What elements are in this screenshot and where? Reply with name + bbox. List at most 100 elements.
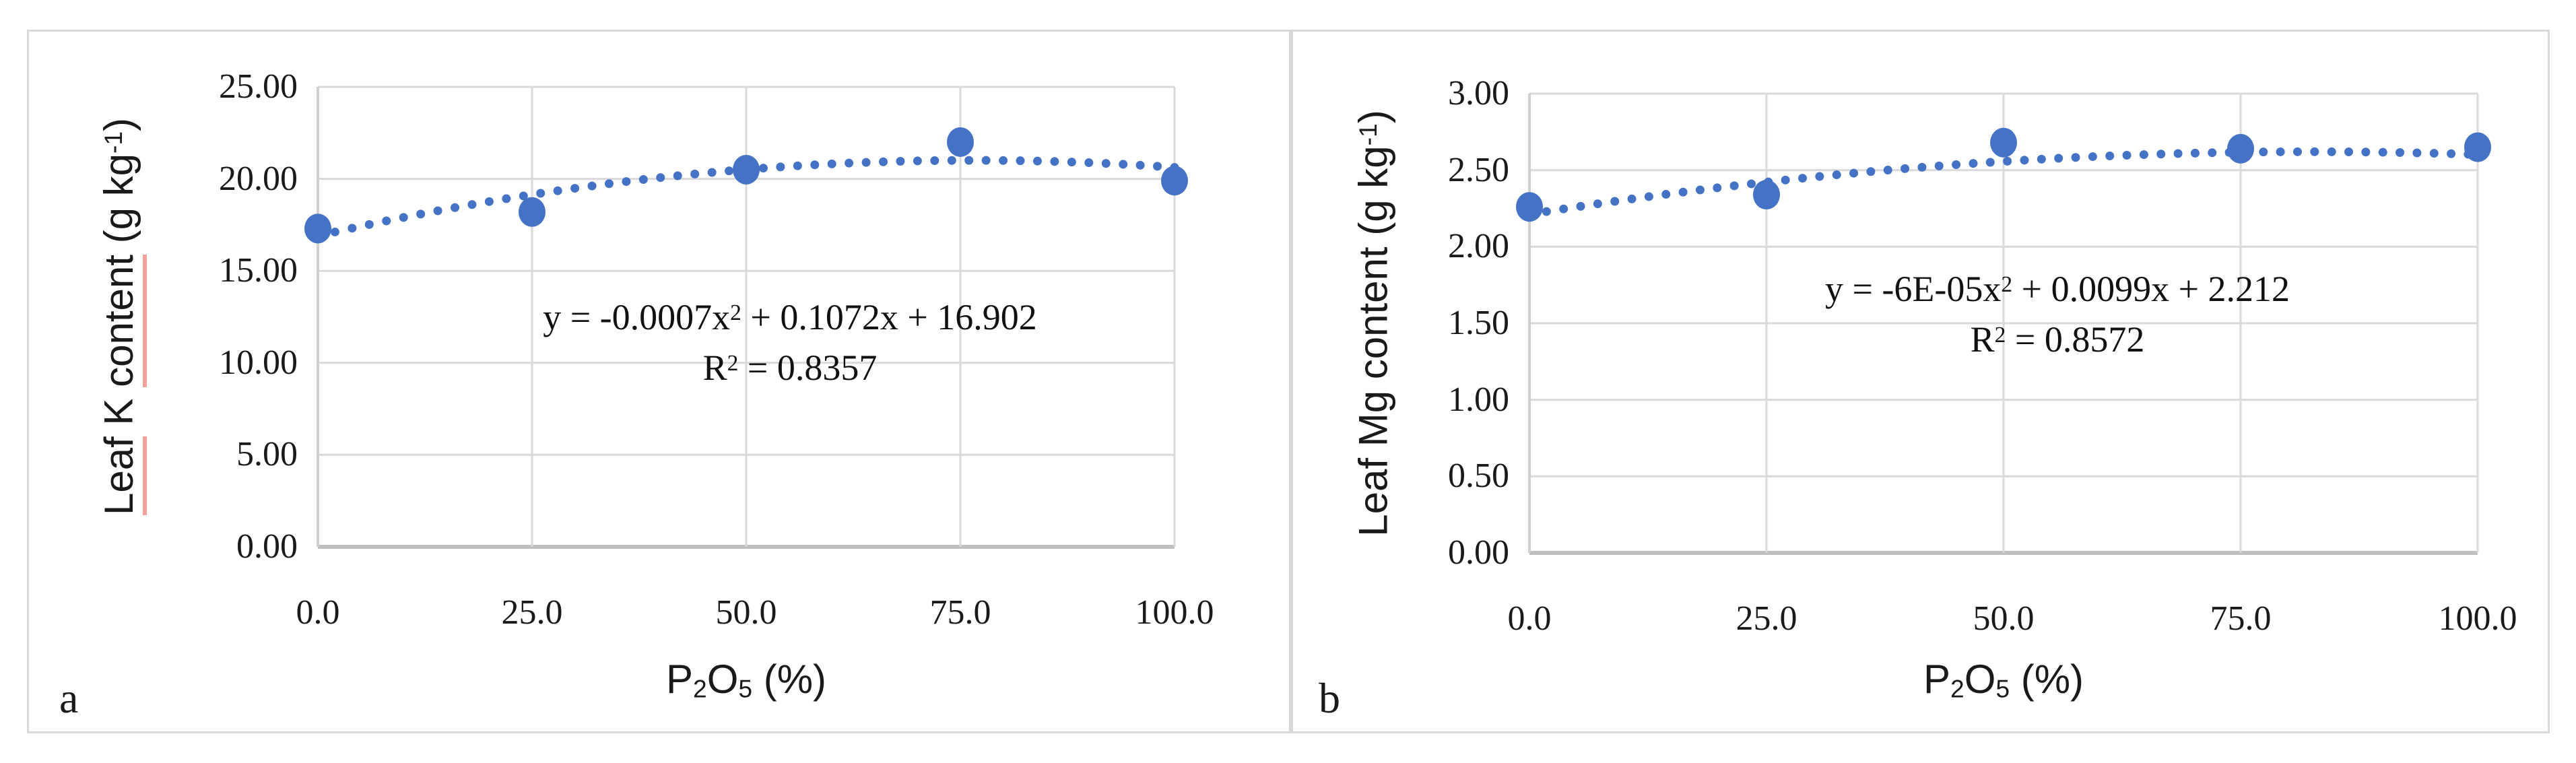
x-tick-label: 50.0	[715, 593, 777, 632]
x-tick-label: 25.0	[1736, 599, 1797, 638]
r-squared-label: R2 = 0.8357	[702, 347, 878, 389]
data-point-marker	[2464, 132, 2491, 162]
x-tick-label: 100.0	[2438, 599, 2517, 638]
y-tick-label: 0.00	[1448, 533, 1509, 572]
trendline-dot	[1067, 158, 1076, 167]
x-tick-label: 50.0	[1973, 599, 2035, 638]
trendline-dot	[1610, 197, 1620, 206]
trendline-dot	[930, 156, 939, 166]
trendline-dot	[1917, 162, 1927, 172]
trendline-dot	[673, 171, 682, 180]
trendline-dot	[1746, 179, 1756, 189]
trendline-dot	[1644, 192, 1653, 201]
chart-panel-a: Leaf K content (g kg-1) P2O5 (%) y = -0.…	[27, 30, 1291, 733]
trendline-dot	[2122, 150, 2132, 160]
trendline-dot	[1866, 167, 1876, 176]
trendline-dot	[587, 181, 597, 191]
data-point-marker	[1516, 192, 1543, 222]
y-tick-label: 25.00	[219, 67, 298, 106]
y-axis-title: Leaf K content (g kg-1)	[89, 47, 147, 586]
trendline-dot	[382, 216, 391, 226]
x-tick-label: 0.0	[296, 593, 340, 632]
trendline-dot	[2037, 154, 2046, 164]
trendline-dot	[758, 164, 768, 173]
trendline-dot	[2071, 153, 2080, 162]
data-point-marker	[519, 197, 546, 227]
trendline-dot	[827, 159, 836, 168]
trendline-dot	[981, 156, 991, 165]
x-axis-title: P2O5 (%)	[1923, 657, 2084, 703]
chart-plot-svg	[304, 86, 1188, 549]
trendline-dot	[879, 157, 888, 166]
trendline-dot	[1883, 166, 1892, 175]
trendline-dot	[2292, 147, 2302, 156]
trendline-dot	[2054, 154, 2063, 163]
y-tick-label: 15.00	[219, 251, 298, 290]
y-tick-label: 1.00	[1448, 380, 1509, 419]
x-axis-title: P2O5 (%)	[665, 657, 827, 703]
trendline-equation: y = -0.0007x2 + 0.1072x + 16.902	[543, 297, 1037, 338]
trendline-dot	[2361, 147, 2371, 157]
trendline-dot	[1559, 204, 1568, 213]
y-tick-label: 2.00	[1448, 227, 1509, 266]
trendline-dot	[1032, 156, 1042, 166]
trendline-dot	[2396, 147, 2405, 157]
trendline-dot	[2344, 147, 2354, 157]
trendline-dot	[1576, 201, 1585, 211]
trendline-dot	[1101, 159, 1111, 168]
trendline-dot	[964, 156, 974, 165]
y-tick-label: 2.50	[1448, 150, 1509, 189]
trendline-dot	[2003, 156, 2012, 166]
trendline-dot	[502, 194, 511, 203]
trendline-dot	[433, 206, 442, 215]
trendline-dot	[2310, 147, 2319, 156]
trendline-dot	[484, 197, 494, 206]
panel-letter: a	[59, 674, 79, 722]
trendline-dot	[1815, 172, 1824, 181]
trendline-dot	[1969, 159, 1978, 168]
y-tick-label: 5.00	[236, 435, 298, 474]
x-tick-label: 100.0	[1135, 593, 1214, 632]
y-tick-label: 3.00	[1448, 74, 1509, 112]
trendline-dot	[536, 189, 546, 198]
trendline-dot	[2190, 148, 2200, 158]
trendline-dot	[519, 191, 528, 201]
trendline-dot	[553, 186, 562, 195]
trendline-dot	[2412, 148, 2422, 158]
trendline-dot	[725, 166, 734, 176]
trendline-dot	[1713, 183, 1722, 193]
chart-plot-svg	[1516, 92, 2491, 555]
trendline-dot	[2088, 152, 2097, 162]
y-tick-label: 10.00	[219, 343, 298, 382]
trendline-dot	[330, 227, 339, 236]
trendline-dot	[2208, 148, 2217, 158]
trendline-dot	[2139, 150, 2148, 160]
trendline-dot	[1016, 156, 1025, 166]
data-point-marker	[1990, 127, 2017, 158]
trendline-dot	[1849, 168, 1859, 178]
trendline-dot	[1695, 185, 1705, 195]
trendline-dot	[2173, 149, 2183, 158]
trendline-dot	[348, 224, 357, 233]
trendline-dot	[2276, 147, 2285, 156]
trendline-dot	[2378, 147, 2387, 157]
trendline-dot	[845, 158, 854, 168]
trendline-equation: y = -6E-05x2 + 0.0099x + 2.212	[1824, 269, 2290, 310]
y-tick-label: 20.00	[219, 159, 298, 198]
trendline-dot	[656, 173, 665, 183]
trendline-dot	[467, 200, 477, 209]
trendline-dot	[776, 162, 785, 172]
trendline-dot	[364, 220, 374, 229]
data-point-marker	[1161, 166, 1188, 196]
data-point-marker	[947, 127, 974, 157]
trendline-dot	[2327, 147, 2336, 156]
trendline-dot	[570, 184, 580, 193]
trendline-dot	[1678, 187, 1688, 197]
trendline-dot	[861, 158, 871, 167]
data-point-marker	[1753, 180, 1780, 210]
y-tick-label: 0.50	[1448, 457, 1509, 496]
trendline-dot	[1542, 207, 1551, 216]
trendline-dot	[622, 177, 631, 187]
trendline-dot	[2156, 150, 2166, 159]
trendline-dot	[1952, 160, 1961, 169]
